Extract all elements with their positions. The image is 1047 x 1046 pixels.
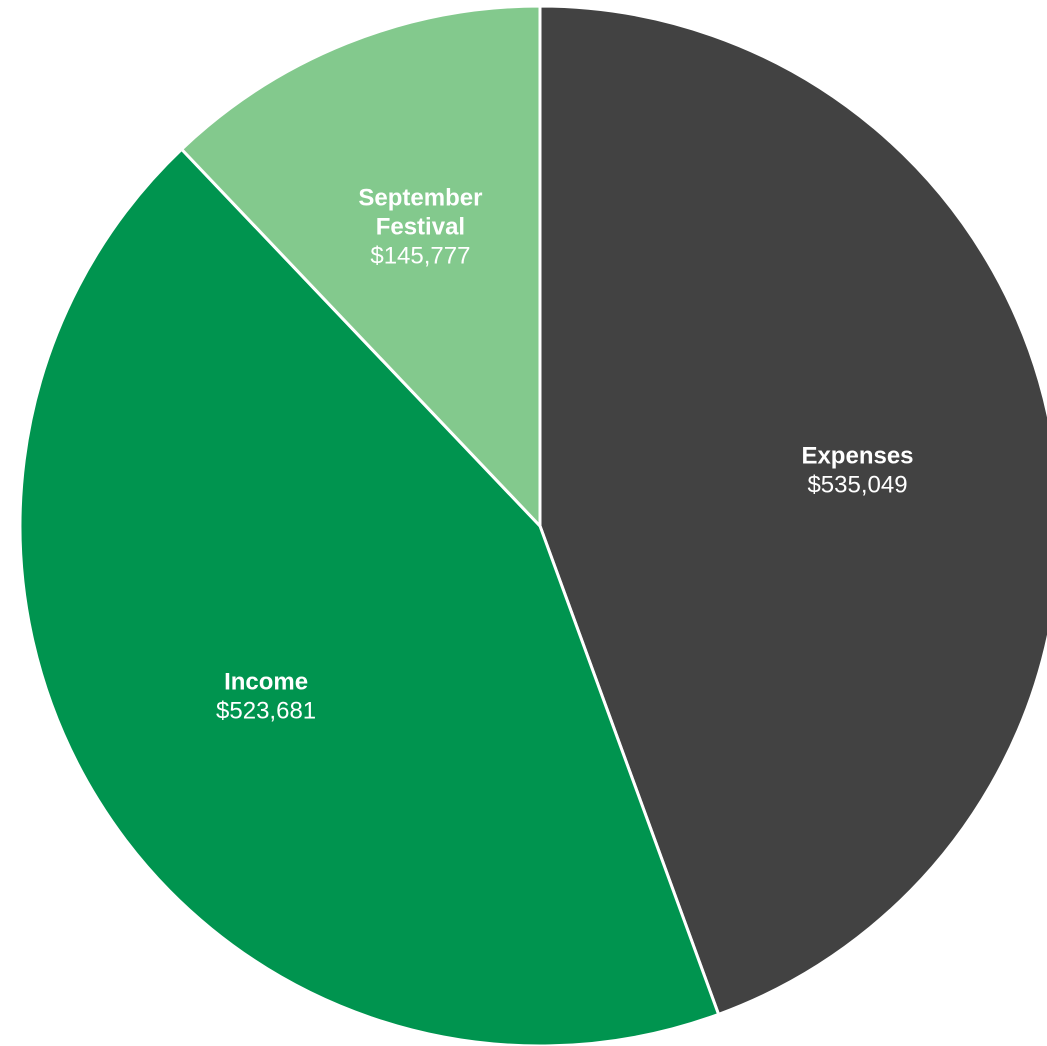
pie-slices [18,4,1047,1046]
slice-value-income: $523,681 [216,698,316,725]
slice-september-festival [180,4,542,528]
slice-expenses [538,4,1047,1016]
slice-income [18,147,721,1046]
slice-value-expenses: $535,049 [807,471,907,498]
slice-value-september-festival: $145,777 [370,243,470,270]
slice-label-september-festival: September [358,185,482,212]
pie-labels: Expenses$535,049 Income$523,681 SeptemberF… [216,185,913,725]
slice-label-expenses: Expenses [801,442,913,469]
slice-label-september-festival: Festival [376,214,465,241]
slice-label-income: Income [224,669,308,696]
